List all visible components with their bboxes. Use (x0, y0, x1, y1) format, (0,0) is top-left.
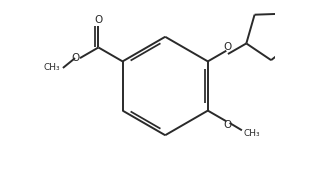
Text: O: O (72, 53, 80, 63)
Text: CH₃: CH₃ (244, 129, 260, 138)
Text: O: O (223, 120, 231, 130)
Text: CH₃: CH₃ (43, 63, 60, 72)
Text: O: O (94, 15, 103, 25)
Text: O: O (223, 42, 231, 52)
